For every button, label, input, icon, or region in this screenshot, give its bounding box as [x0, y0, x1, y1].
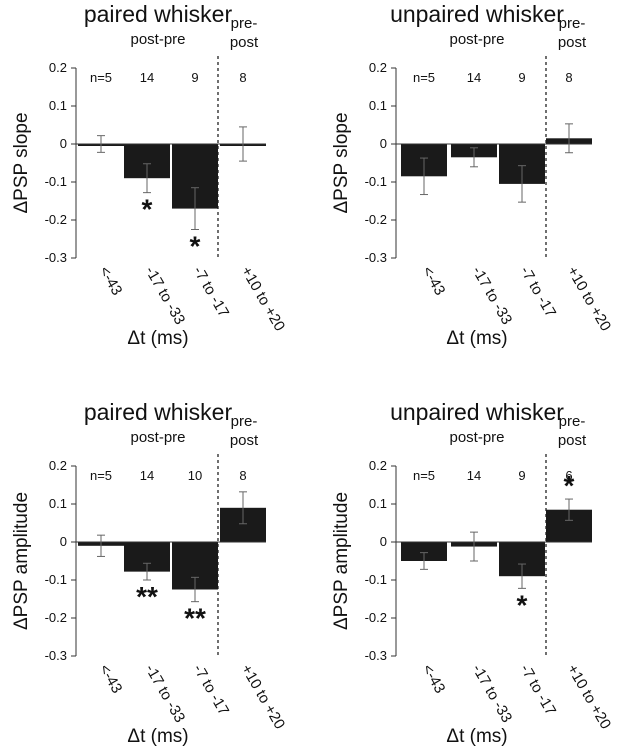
panel4-group-label-pre-post-line2: post — [558, 432, 587, 449]
panel4-group-label-pre-post-line1: pre- — [559, 413, 586, 430]
panel3-y-tick-label: -0.1 — [45, 572, 67, 587]
panel2-x-tick-label: -7 to -17 — [517, 264, 560, 321]
panel3-n-label: 10 — [188, 468, 202, 483]
panel3-n-label: 8 — [239, 468, 246, 483]
panel2-x-tick-label: <-43 — [419, 264, 449, 299]
panel2-title: unpaired whisker — [390, 1, 564, 27]
panel4-x-tick-label: -17 to -33 — [469, 662, 516, 726]
panel3-group-label-pre-post-line2: post — [230, 432, 259, 449]
panel3-title: paired whisker — [84, 399, 233, 425]
panel1-significance-marker: * — [190, 231, 201, 262]
panel3-x-tick-label: +10 to +20 — [238, 662, 289, 733]
panel3-significance-marker: ** — [184, 603, 206, 634]
panel2-x-tick-label: -17 to -33 — [469, 264, 516, 328]
panel1-group-label-post-pre: post-pre — [130, 31, 185, 48]
panel1-y-tick-label: 0.1 — [49, 98, 67, 113]
panel4-n-label: 14 — [467, 468, 481, 483]
panel3-y-tick-label: 0.2 — [49, 458, 67, 473]
panel1-x-tick-label: <-43 — [96, 264, 126, 299]
panel3-group-label-pre-post-line1: pre- — [231, 413, 258, 430]
panel3-y-tick-label: -0.3 — [45, 648, 67, 663]
panel4-bar — [401, 542, 447, 561]
panel4-y-tick-label: 0.1 — [369, 496, 387, 511]
panel1-n-label: 8 — [239, 70, 246, 85]
panel4-y-tick-label: 0 — [380, 534, 387, 549]
panel3-group-label-post-pre: post-pre — [130, 429, 185, 446]
panel3-significance-marker: ** — [136, 581, 158, 612]
panel2-x-axis-label: Δt (ms) — [446, 328, 507, 349]
panel1-title: paired whisker — [84, 1, 233, 27]
panel2-y-tick-label: 0.1 — [369, 98, 387, 113]
panel1-y-tick-label: 0 — [60, 136, 67, 151]
panel3-y-tick-label: 0.1 — [49, 496, 67, 511]
panel2-n-label: 9 — [518, 70, 525, 85]
panel2-n-label: 8 — [565, 70, 572, 85]
panel2-group-label-pre-post-line2: post — [558, 34, 587, 51]
panel4-significance-marker: * — [517, 589, 528, 620]
panel4-x-axis-label: Δt (ms) — [446, 726, 507, 747]
panel1-n-label: n=5 — [90, 70, 112, 85]
panel1-x-tick-label: +10 to +20 — [238, 264, 289, 335]
panel2-group-label-post-pre: post-pre — [449, 31, 504, 48]
panel4-title: unpaired whisker — [390, 399, 564, 425]
panel1-x-axis-label: Δt (ms) — [127, 328, 188, 349]
panel2-group-label-pre-post-line1: pre- — [559, 15, 586, 32]
panel2-x-tick-label: +10 to +20 — [564, 264, 615, 335]
panel4-n-label: 9 — [518, 468, 525, 483]
panel4-x-tick-label: +10 to +20 — [564, 662, 615, 733]
panel2-y-tick-label: -0.1 — [365, 174, 387, 189]
panel4-n-label: n=5 — [413, 468, 435, 483]
panel4-y-tick-label: -0.2 — [365, 610, 387, 625]
panel3-x-tick-label: <-43 — [96, 662, 126, 697]
panel3-x-tick-label: -17 to -33 — [142, 662, 189, 726]
panel4-group-label-post-pre: post-pre — [449, 429, 504, 446]
panel3-y-tick-label: -0.2 — [45, 610, 67, 625]
panel3-n-label: 14 — [140, 468, 154, 483]
panel2-y-axis-label: ΔPSP slope — [331, 112, 352, 213]
panel4-y-tick-label: -0.3 — [365, 648, 387, 663]
panel3-y-axis-label: ΔPSP amplitude — [11, 492, 32, 630]
panel1-significance-marker: * — [142, 194, 153, 225]
panel2-y-tick-label: -0.2 — [365, 212, 387, 227]
panel4-n-label: 6 — [565, 468, 572, 483]
panel4-y-axis-label: ΔPSP amplitude — [331, 492, 352, 630]
panel3-y-tick-label: 0 — [60, 534, 67, 549]
panel2-y-tick-label: 0 — [380, 136, 387, 151]
panel1-y-axis-label: ΔPSP slope — [11, 112, 32, 213]
panel1-x-tick-label: -7 to -17 — [190, 264, 233, 321]
panel1-y-tick-label: -0.2 — [45, 212, 67, 227]
panel1-n-label: 14 — [140, 70, 154, 85]
panel2-n-label: 14 — [467, 70, 481, 85]
panel3-x-axis-label: Δt (ms) — [127, 726, 188, 747]
panel1-group-label-pre-post-line2: post — [230, 34, 259, 51]
panel4-y-tick-label: -0.1 — [365, 572, 387, 587]
panel4-y-tick-label: 0.2 — [369, 458, 387, 473]
panel1-group-label-pre-post-line1: pre- — [231, 15, 258, 32]
panel1-y-tick-label: 0.2 — [49, 60, 67, 75]
panel4-significance-marker: * — [564, 470, 575, 501]
panel4-x-tick-label: -7 to -17 — [517, 662, 560, 719]
panel2-y-tick-label: -0.3 — [365, 250, 387, 265]
panel1-n-label: 9 — [191, 70, 198, 85]
panel1-x-tick-label: -17 to -33 — [142, 264, 189, 328]
panel2-y-tick-label: 0.2 — [369, 60, 387, 75]
panel2-n-label: n=5 — [413, 70, 435, 85]
panel3-x-tick-label: -7 to -17 — [190, 662, 233, 719]
panel1-y-tick-label: -0.1 — [45, 174, 67, 189]
panel1-y-tick-label: -0.3 — [45, 250, 67, 265]
panel3-n-label: n=5 — [90, 468, 112, 483]
panel4-x-tick-label: <-43 — [419, 662, 449, 697]
